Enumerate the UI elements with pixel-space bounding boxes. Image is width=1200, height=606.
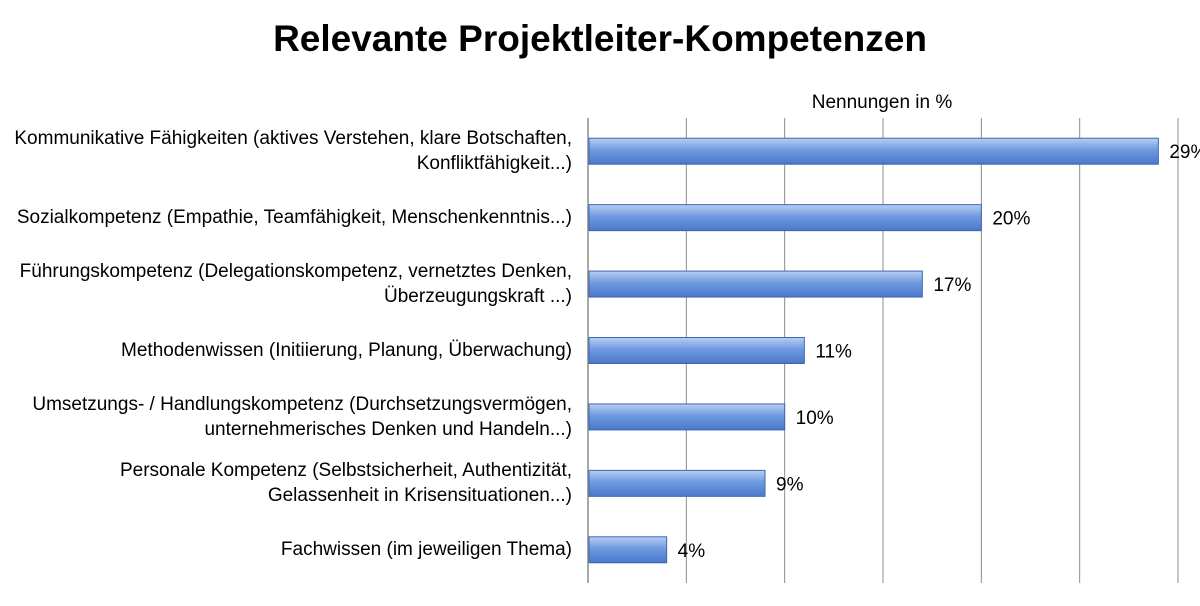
bar	[588, 536, 668, 564]
data-label: 10%	[796, 408, 834, 429]
data-label: 11%	[815, 342, 852, 363]
bar	[588, 469, 766, 497]
bar	[588, 403, 786, 431]
category-label: Fachwissen (im jeweiligen Thema)	[280, 539, 572, 561]
category-label: Kommunikative Fähigkeiten (aktives Verst…	[14, 128, 572, 175]
category-label: Personale Kompetenz (Selbstsicherheit, A…	[119, 460, 572, 507]
category-label: Umsetzungs- / Handlungskompetenz (Durchs…	[32, 393, 572, 440]
category-label: Führungskompetenz (Delegationskompetenz,…	[19, 261, 572, 308]
data-label: 17%	[933, 275, 971, 296]
bar	[588, 137, 1159, 165]
bar	[588, 204, 982, 232]
category-label: Sozialkompetenz (Empathie, Teamfähigkeit…	[16, 207, 572, 229]
data-labels: 29% 20% 17% 11% 10% 9% 4%	[678, 142, 1200, 562]
data-label: 4%	[678, 541, 706, 562]
bar	[588, 270, 923, 298]
data-label: 20%	[992, 209, 1030, 230]
chart-title: Relevante Projektleiter-Kompetenzen	[273, 18, 927, 59]
x-axis-label: Nennungen in %	[812, 92, 953, 113]
bars	[588, 137, 1159, 564]
data-label: 29%	[1169, 142, 1200, 163]
category-label: Methodenwissen (Initiierung, Planung, Üb…	[121, 340, 572, 361]
bar	[588, 337, 805, 364]
data-label: 9%	[776, 474, 804, 495]
